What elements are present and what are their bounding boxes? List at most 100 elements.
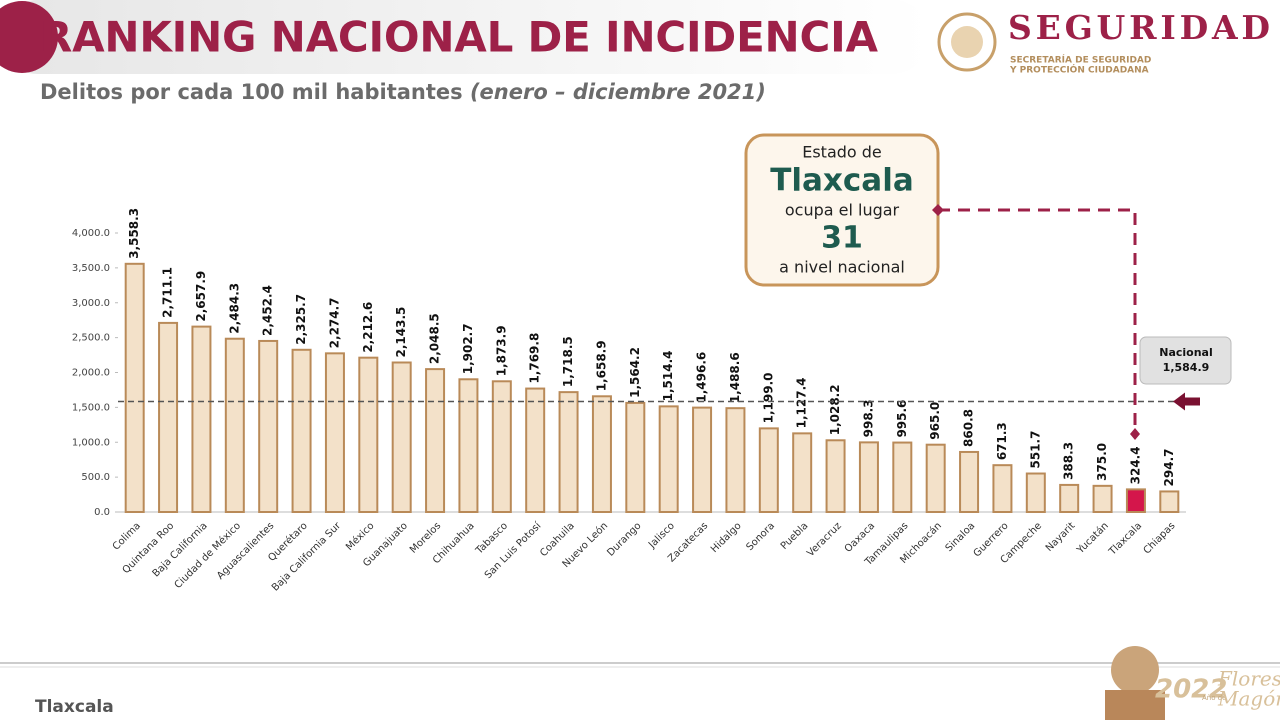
x-tick-label: Yucatán	[1074, 520, 1111, 557]
bar	[725, 407, 746, 513]
bar	[491, 380, 512, 513]
value-label: 2,484.3	[227, 283, 241, 334]
bar	[792, 432, 813, 514]
x-tick-label: Sonora	[744, 520, 777, 553]
value-label: 2,143.5	[394, 307, 408, 358]
logo-text: SEGURIDAD	[1008, 8, 1270, 47]
bar	[191, 325, 212, 513]
footer-portrait	[1111, 646, 1159, 694]
value-label: 2,325.7	[294, 294, 308, 345]
value-label: 995.6	[895, 400, 909, 438]
value-label: 388.3	[1062, 442, 1076, 480]
bar	[658, 405, 679, 514]
bar	[1159, 490, 1180, 513]
bar	[1092, 484, 1113, 513]
y-tick-label: 1,000.0	[72, 437, 110, 448]
bar	[825, 439, 846, 513]
value-label: 1,127.4	[795, 377, 809, 428]
value-label: 1,514.4	[661, 350, 675, 401]
chart: 0.0 500.0 1,000.0 1,500.0 2,000.0 2,500.0 3,00…	[72, 208, 1232, 594]
x-tick-label: Nayarit	[1044, 520, 1078, 554]
footer-ano: Año de	[1202, 694, 1226, 702]
y-tick-label: 3,500.0	[72, 263, 110, 274]
footer-state: Tlaxcala	[35, 697, 114, 717]
bar	[1059, 483, 1080, 514]
subtitle-text: Delitos por cada 100 mil habitantes	[40, 80, 463, 104]
footer-name: Flores	[1217, 667, 1280, 691]
x-tick-label: México	[343, 520, 376, 553]
y-tick-label: 3,000.0	[72, 298, 110, 309]
value-label: 1,873.9	[494, 325, 508, 376]
value-label: 1,488.6	[728, 352, 742, 403]
x-tick-label: Sinaloa	[944, 520, 978, 554]
y-tick-label: 1,500.0	[72, 402, 110, 413]
x-tick-label: Hidalgo	[709, 520, 744, 555]
y-tick-label: 4,000.0	[72, 228, 110, 239]
bar	[258, 339, 279, 513]
bar	[625, 401, 646, 514]
x-tick-label: San Luis Potosí	[482, 519, 544, 581]
bar	[358, 356, 379, 513]
value-label: 1,028.2	[828, 384, 842, 435]
value-label: 3,558.3	[127, 208, 141, 259]
x-tick-label: Chiapas	[1142, 520, 1178, 556]
bar	[959, 450, 980, 513]
reference-box	[1139, 336, 1232, 385]
value-label: 324.4	[1128, 446, 1142, 484]
logo-sub: Y PROTECCIÓN CIUDADANA	[1009, 64, 1149, 76]
subtitle: Delitos por cada 100 mil habitantes (ene…	[40, 80, 766, 104]
x-tick-label: Puebla	[779, 520, 811, 552]
callout-text: ocupa el lugar	[785, 201, 900, 220]
value-label: 965.0	[928, 402, 942, 440]
emblem	[937, 12, 997, 72]
value-label: 1,564.2	[628, 347, 642, 398]
value-label: 2,452.4	[261, 285, 275, 336]
title: RANKING NACIONAL DE INCIDENCIA	[40, 13, 878, 62]
value-label: 2,212.6	[361, 302, 375, 353]
callout-text: a nivel nacional	[779, 258, 905, 277]
value-label: 860.8	[962, 409, 976, 447]
value-label: 1,718.5	[561, 336, 575, 387]
x-tick-label: Oaxaca	[843, 520, 877, 554]
bar	[458, 378, 479, 513]
bar	[224, 337, 245, 513]
x-tick-label: Tlaxcala	[1106, 520, 1144, 558]
reference-name: Nacional	[1159, 346, 1213, 359]
reference-label: 1,584.9	[1163, 361, 1210, 374]
y-tick-label: 2,000.0	[72, 368, 110, 379]
bar	[324, 352, 345, 513]
bar	[925, 443, 946, 513]
bar	[291, 348, 312, 514]
callout-state: Tlaxcala	[770, 163, 914, 199]
bar	[391, 361, 412, 513]
y-tick-label: 2,500.0	[72, 333, 110, 344]
callout-text: Estado de	[802, 143, 882, 162]
footer-year: 2022	[1155, 675, 1227, 705]
footer-portrait-body	[1105, 690, 1165, 720]
y-tick-label: 0.0	[94, 507, 110, 518]
x-tick-label: Aguascalientes	[215, 520, 276, 581]
value-label: 2,274.7	[327, 297, 341, 348]
connector-diamond	[932, 204, 1140, 440]
bar	[1025, 472, 1046, 513]
reference-arrow	[1173, 392, 1200, 411]
bar	[858, 441, 879, 513]
y-tick-label: 500.0	[81, 472, 110, 483]
header-dot	[0, 1, 58, 73]
value-label: 1,199.0	[761, 372, 775, 423]
footer-name: Magón	[1217, 687, 1280, 711]
bar	[158, 321, 179, 514]
value-label: 551.7	[1028, 431, 1042, 469]
value-label: 2,657.9	[194, 271, 208, 322]
value-label: 294.7	[1162, 448, 1176, 486]
value-label: 2,711.1	[161, 267, 175, 318]
callout-connector	[938, 208, 1137, 430]
bar	[525, 387, 546, 514]
x-tick-label: Jalisco	[646, 520, 677, 551]
logo-sub: SECRETARÍA DE SEGURIDAD	[1010, 54, 1151, 66]
value-label: 375.0	[1095, 443, 1109, 481]
x-tick-label: Colima	[111, 520, 143, 552]
value-label: 2,048.5	[428, 313, 442, 364]
bar	[892, 441, 913, 513]
value-label: 671.3	[995, 422, 1009, 460]
